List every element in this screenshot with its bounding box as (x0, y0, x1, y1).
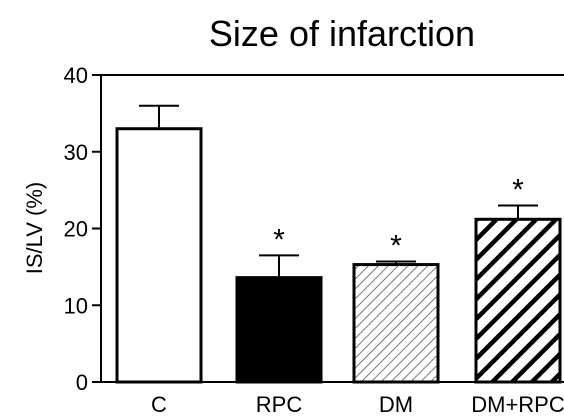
bar (115, 127, 203, 384)
x-tick-labels: C RPC DM DM+RPC (151, 392, 564, 416)
significance-marker: * (512, 173, 524, 206)
bar (235, 276, 323, 384)
x-tick-label: DM+RPC (471, 392, 564, 416)
bar (352, 263, 440, 384)
x-tick-label: C (151, 392, 167, 416)
y-tick-labels: 0 10 20 30 40 (64, 63, 88, 395)
bars-group: * * * (115, 104, 562, 384)
bar (474, 217, 562, 384)
y-axis-label: IS/LV (%) (22, 182, 47, 275)
significance-marker: * (390, 230, 402, 263)
x-tick-label: DM (379, 392, 413, 416)
y-tick-label: 20 (64, 217, 88, 242)
y-tick-label: 0 (76, 370, 88, 395)
x-tick-label: RPC (256, 392, 303, 416)
chart-title: Size of infarction (209, 13, 475, 54)
y-tick-label: 10 (64, 293, 88, 318)
y-tick-label: 30 (64, 140, 88, 165)
y-tick-label: 40 (64, 63, 88, 88)
significance-marker: * (273, 223, 285, 256)
